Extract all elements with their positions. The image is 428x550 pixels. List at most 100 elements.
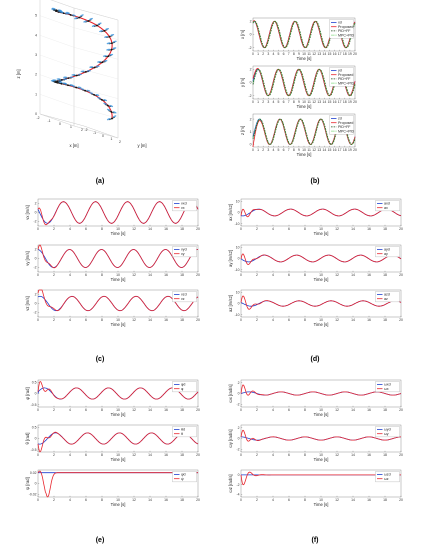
x-tick-label: 8 [293, 148, 295, 152]
x-tick-label: 4 [272, 52, 274, 56]
legend-box [329, 19, 354, 39]
legend-box [375, 200, 400, 212]
x-tick-label: 4 [69, 408, 71, 412]
y-axis-label: az [m/s2] [228, 295, 233, 312]
legend-box [172, 246, 197, 258]
x-tick-label: 14 [351, 498, 355, 502]
series-line-1 [240, 295, 402, 310]
quad-body [111, 42, 113, 45]
quad-rotor [110, 34, 115, 36]
quad-rotor [69, 76, 74, 79]
legend-label: MPC+PID [338, 33, 354, 37]
x-tick-label: 4 [272, 100, 274, 104]
x-tick-label: 18 [343, 148, 347, 152]
quad-rotor [86, 70, 91, 72]
x-tick-label: 2 [256, 318, 258, 322]
x-tick-label: 17 [338, 148, 342, 152]
x-tick-label: 5 [278, 148, 280, 152]
legend-label: ayd [384, 248, 390, 252]
x-tick-label: 10 [116, 227, 120, 231]
x-tick-label: 3 [267, 52, 269, 56]
x-tick-label: 3 [267, 148, 269, 152]
legend-label: vxd [181, 202, 187, 206]
plot-area [37, 424, 199, 453]
x-tick-label: 7 [288, 52, 290, 56]
quad-body [103, 29, 106, 32]
x-tick-label: 10 [116, 273, 120, 277]
x-tick-label: 8 [304, 453, 306, 457]
quad-rotor [109, 104, 114, 108]
x-tick-label: 20 [196, 318, 200, 322]
quad-rotor [63, 78, 68, 80]
x-tick-label: 6 [85, 498, 87, 502]
quad-rotor [89, 92, 94, 95]
z-tick-label: 3 [35, 53, 37, 57]
legend-box [329, 115, 354, 135]
x-tick-label: 13 [317, 100, 321, 104]
x-tick-label: 14 [323, 100, 327, 104]
x-tick-label: 10 [302, 52, 306, 56]
quad-body [69, 13, 72, 16]
x-tick-label: 12 [335, 273, 339, 277]
x-tick-label: 0 [240, 227, 242, 231]
y-tick-label: -10 [235, 268, 240, 272]
quad-rotor [72, 14, 76, 17]
z-tick-label: 2 [35, 73, 37, 77]
quad-rotor [103, 60, 108, 62]
legend-label: az [384, 297, 388, 301]
plot-area [37, 289, 199, 318]
quad-rotor [106, 118, 111, 121]
x-tick-label: 14 [148, 498, 152, 502]
x-tick-label: 20 [353, 148, 357, 152]
y-tick-label: -2 [248, 46, 251, 50]
x-tick-label: 4 [69, 498, 71, 502]
grid-line [39, 15, 75, 28]
quadrotor-icon [66, 11, 76, 17]
quad-rotor [62, 82, 67, 85]
x-tick-label: 20 [399, 498, 403, 502]
quad-rotor [103, 102, 108, 105]
quad-rotor [89, 17, 93, 21]
quad-rotor [99, 30, 103, 33]
x-tick-label: 19 [348, 52, 352, 56]
quadrotor-icon [80, 70, 91, 73]
x-tick-label: 18 [383, 498, 387, 502]
x-tick-label: 10 [116, 498, 120, 502]
legend-box [375, 426, 400, 438]
x-tick-label: 8 [293, 52, 295, 56]
legend-label: azd [384, 293, 390, 297]
quad-rotor [77, 86, 82, 89]
x-tick-label: 2 [256, 227, 258, 231]
quad-rotor [71, 74, 76, 76]
x-tick-label: 10 [302, 100, 306, 104]
x-tick-label: 16 [367, 498, 371, 502]
x-axis-label: Time [s] [111, 502, 126, 507]
x-tick-label: 2 [256, 453, 258, 457]
quadrotor-icon [106, 108, 117, 114]
y-tick-label: -0.5 [31, 403, 37, 407]
y-tick-label: 0 [250, 143, 252, 147]
subplot: 0 2 4 6 8 10 12 14 16 18 20 0 -2 -4ωz [rad/s] Time [s]… [228, 469, 403, 507]
x-tick-label: 13 [317, 52, 321, 56]
quadrotor-icon [99, 28, 109, 33]
grid-line [50, 0, 75, 9]
y-axis-label: x [m] [240, 30, 245, 39]
z-axis-label: z [m] [16, 69, 21, 78]
y-tick-label: -2 [236, 403, 239, 407]
quadrotor-icon [97, 60, 108, 64]
legend-label: ψd [181, 473, 186, 477]
legend-label: ωxd [384, 383, 391, 387]
quad-rotor [56, 78, 61, 80]
x-tick-label: 20 [353, 100, 357, 104]
x-tick-label: 8 [101, 273, 103, 277]
legend-box [375, 381, 400, 393]
x-tick-label: 16 [367, 318, 371, 322]
z-tick-label: 0 [35, 112, 37, 116]
x-tick-label: 1 [70, 125, 72, 129]
grid-line [39, 94, 75, 107]
quadrotor-icon [51, 7, 62, 12]
